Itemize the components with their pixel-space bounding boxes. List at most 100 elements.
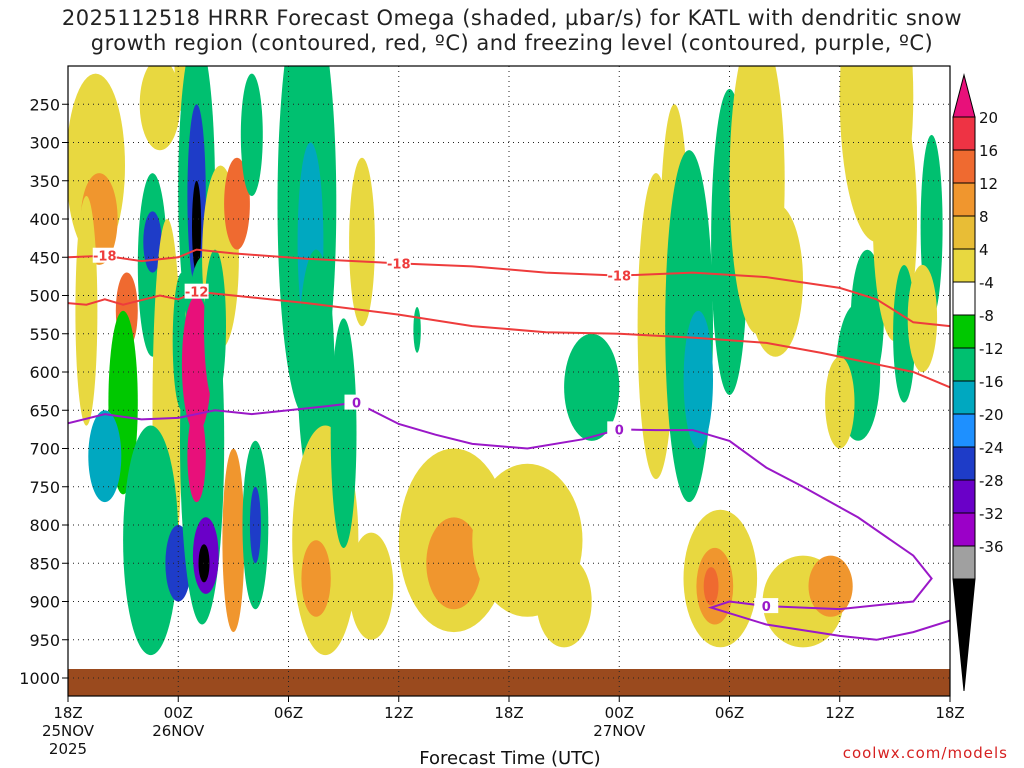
omega-cell-29 [249,486,261,564]
colorbar-label-6: -8 [979,307,994,325]
dgz-contour-0-label-2: -18 [608,270,632,285]
omega-cell-5 [88,410,122,503]
freezing-contour-0-label-0: 0 [352,397,361,412]
x-tick-label-0: 18Z [53,704,82,722]
colorbar-label-11: -28 [979,472,1004,490]
colorbar-label-2: 12 [979,175,998,193]
y-tick-label-600: 600 [29,363,60,382]
omega-cell-38 [413,307,421,353]
credit-text: coolwx.com/models [842,744,1008,762]
colorbar-swatch-9 [952,413,976,448]
y-tick-label-850: 850 [29,554,60,573]
colorbar-swatch-7 [952,347,976,382]
omega-cell-51 [703,567,719,606]
colorbar-swatch-3 [952,215,976,250]
x-axis-label: Forecast Time (UTC) [419,748,600,768]
colorbar-swatch-11 [952,479,976,514]
contour-lines: -18 -18 -18 -12 0 0 0 [68,247,950,641]
dgz-contour-0-label-bg-1 [386,255,411,271]
omega-shading [68,66,943,656]
y-tick-label-700: 700 [29,440,60,459]
y-axis: 250 300 350 400 450 500 550 600 650 700 750 800 850 9… [19,95,68,688]
omega-cell-36 [330,318,357,548]
dgz-contour-0-label-bg-2 [607,267,632,283]
y-tick-label-250: 250 [29,95,60,114]
omega-cell-19 [181,295,212,434]
omega-cell-55 [808,555,853,617]
colorbar-swatch-2 [952,182,976,217]
colorbar-label-9: -20 [979,406,1004,424]
omega-cell-27 [240,73,263,196]
colorbar-label-1: 16 [979,142,998,160]
omega-cell-34 [301,540,331,617]
colorbar-label-0: 20 [979,109,998,127]
colorbar-label-12: -32 [979,505,1004,523]
omega-cell-63 [907,264,938,373]
dgz-contour-0 [68,248,950,328]
x-tick-label-42: 12Z [825,704,854,722]
x-tick-label-12: 06Z [274,704,303,722]
freezing-contour-0-label-bg-1 [607,421,632,437]
x-tick-label-18: 12Z [384,704,413,722]
omega-cell-35 [349,157,375,327]
omega-cell-20 [187,410,206,503]
y-tick-label-900: 900 [29,593,60,612]
y-tick-label-350: 350 [29,172,60,191]
dgz-contour-0-label-1: -18 [387,257,411,272]
colorbar-swatch-6 [952,314,976,349]
freezing-contour-0-label-bg-0 [344,394,369,410]
colorbar: 20 16 12 8 4 -4 -8 -12 -16 -20 -24 -28 -32 -36 [952,73,1004,692]
colorbar-label-10: -24 [979,439,1004,457]
colorbar-swatch-1 [952,149,976,184]
chart-title-line-1: 2025112518 HRRR Forecast Omega (shaded, … [61,6,963,30]
y-tick-label-1000: 1000 [19,669,60,688]
colorbar-swatch-0 [952,116,976,151]
colorbar-swatch-8 [952,380,976,415]
colorbar-swatch-13 [952,545,976,580]
x-tick-date-30: 27NOV [593,722,646,740]
omega-cell-6 [139,66,181,151]
freezing-contour-0-label-2: 0 [762,600,771,615]
x-tick-label-30: 00Z [605,704,634,722]
omega-cell-53 [747,203,804,357]
y-tick-label-650: 650 [29,401,60,420]
omega-cell-58 [825,356,855,449]
dgz-contour-0-label-bg-0 [92,247,117,263]
chart-title-line-2: growth region (contoured, red, ºC) and f… [90,31,934,55]
colorbar-bottom-arrow [952,578,976,692]
x-tick-label-24: 18Z [494,704,523,722]
x-tick-date-0: 25NOV [42,722,95,740]
omega-cell-2 [75,195,98,426]
omega-cell-47 [683,310,713,449]
colorbar-top-arrow [952,73,976,118]
omega-cell-8 [143,211,162,273]
freezing-contour-0 [68,401,950,641]
omega-cell-42 [564,333,620,441]
y-tick-label-400: 400 [29,210,60,229]
x-tick-label-36: 06Z [715,704,744,722]
freezing-contour-0-label-1: 0 [615,423,624,438]
x-tick-date-6: 26NOV [152,722,205,740]
y-tick-label-450: 450 [29,248,60,267]
omega-cell-37 [349,532,394,640]
colorbar-swatch-4 [952,248,976,283]
omega-cell-10 [123,425,179,656]
y-tick-label-300: 300 [29,134,60,153]
y-tick-label-500: 500 [29,287,60,306]
colorbar-label-3: 8 [979,208,989,226]
y-tick-label-750: 750 [29,478,60,497]
colorbar-label-4: 4 [979,241,989,259]
x-tick-label-48: 18Z [935,704,964,722]
freezing-contour-0-label-bg-2 [754,598,779,614]
chart-title: 2025112518 HRRR Forecast Omega (shaded, … [0,6,1024,56]
colorbar-label-5: -4 [979,274,994,292]
colorbar-label-8: -16 [979,373,1004,391]
colorbar-label-7: -12 [979,340,1004,358]
colorbar-swatch-5 [952,281,976,316]
y-tick-label-950: 950 [29,631,60,650]
dgz-contour-1 [68,290,950,389]
y-tick-label-800: 800 [29,516,60,535]
dgz-contour-0-label-0: -18 [93,250,117,265]
